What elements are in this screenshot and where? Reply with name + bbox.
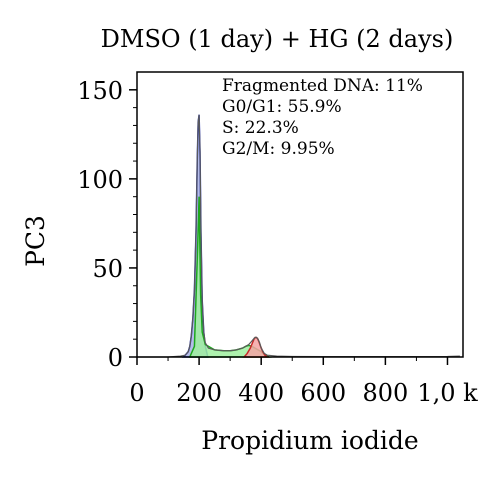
annotations-layer: Fragmented DNA: 11%G0/G1: 55.9%S: 22.3%G… (222, 76, 423, 159)
histogram-outline (137, 114, 460, 358)
annotation-text: Fragmented DNA: 11% (222, 76, 423, 96)
x-axis-label: Propidium iodide (201, 426, 418, 455)
y-tick-label: 150 (77, 77, 123, 105)
chart-title: DMSO (1 day) + HG (2 days) (101, 25, 454, 53)
annotation-text: G0/G1: 55.9% (222, 97, 342, 117)
y-tick-label: 100 (77, 166, 123, 194)
y-tick-label: 50 (92, 255, 123, 283)
annotation-text: G2/M: 9.95% (222, 139, 335, 159)
y-tick-label: 0 (108, 344, 123, 372)
x-tick-label: 800 (362, 379, 408, 407)
x-tick-label: 600 (300, 379, 346, 407)
x-tick-label: 200 (176, 379, 222, 407)
x-tick-label: 400 (238, 379, 284, 407)
annotation-text: S: 22.3% (222, 118, 299, 138)
x-tick-label: 1,0 k (417, 379, 478, 407)
x-tick-label: 0 (129, 379, 144, 407)
ticks-layer: 0 200 400 600 800 1,0 k 0 50 100 150 (77, 77, 478, 407)
y-axis-label: PC3 (21, 215, 50, 267)
